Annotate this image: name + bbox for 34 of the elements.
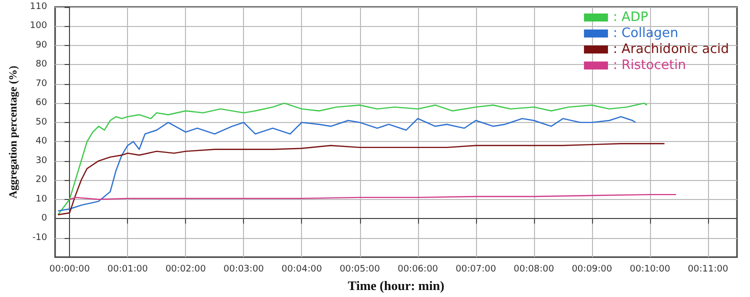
line-series	[57, 102, 648, 216]
legend-label: : Arachidonic acid	[612, 42, 729, 57]
x-tick-label: 00:00:00	[49, 264, 90, 275]
y-tick-label: 100	[30, 21, 48, 32]
y-tick-label: 0	[41, 214, 48, 224]
x-tick-label: 00:07:00	[456, 264, 496, 275]
legend-label: : Ristocetin	[612, 58, 686, 73]
x-tick-label: 00:01:00	[107, 264, 148, 275]
y-tick-label: 60	[36, 98, 48, 108]
x-tick-label: 00:11:00	[688, 264, 728, 275]
y-axis-title: Aggregation percentage (%)	[8, 65, 20, 198]
x-tick-label: 00:10:00	[630, 264, 670, 275]
legend-label: : Collagen	[612, 26, 678, 41]
x-tick-label: 00:06:00	[398, 264, 438, 275]
y-tick-label: 40	[36, 136, 48, 147]
x-tick-label: 00:08:00	[514, 264, 554, 275]
y-tick-label: 70	[36, 78, 48, 89]
x-tick-label: 00:05:00	[340, 264, 380, 275]
x-tick-label: 00:02:00	[165, 264, 206, 275]
y-tick-label: 20	[36, 175, 48, 186]
y-tick-label: -10	[32, 232, 48, 243]
x-tick-label: 00:03:00	[223, 264, 264, 275]
legend-label: : ADP	[612, 10, 648, 25]
y-tick-label: 90	[36, 40, 48, 50]
y-tick-label: 50	[36, 117, 48, 128]
x-tick-label: 00:09:00	[572, 264, 612, 275]
y-tick-label: 30	[36, 156, 48, 166]
line-series	[57, 142, 666, 216]
line-series	[57, 116, 636, 212]
y-tick-label: 80	[36, 60, 48, 70]
y-tick-label: 10	[36, 194, 48, 204]
y-tick-label: 110	[30, 2, 48, 12]
x-axis-title: Time (hour: min)	[348, 278, 444, 293]
x-tick-label: 00:04:00	[282, 264, 322, 275]
